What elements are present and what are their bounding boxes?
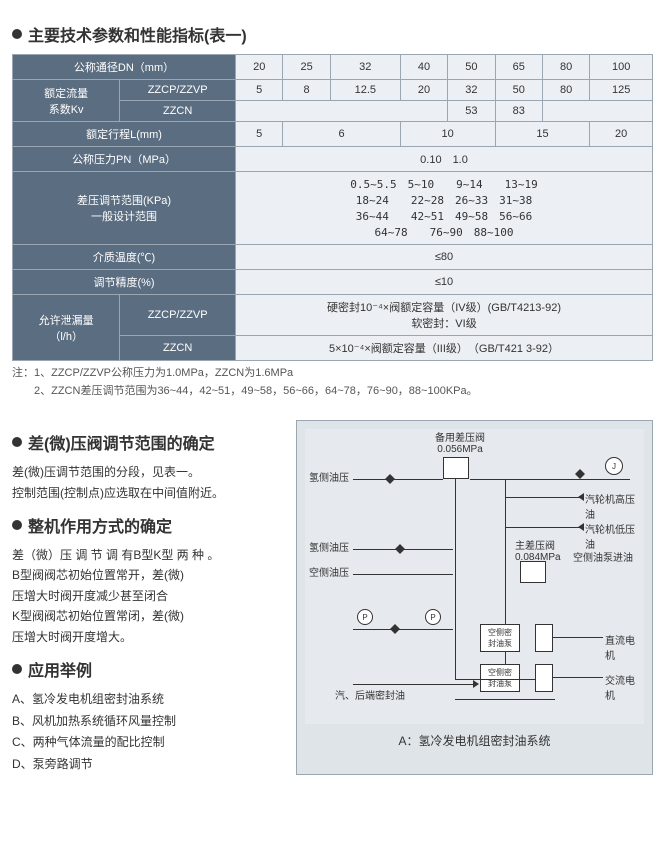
ac-motor-label: 交流电机: [605, 672, 644, 702]
dn-80: 80: [542, 55, 589, 80]
kv-zzcp-label: ZZCP/ZZVP: [120, 80, 236, 101]
stroke-5: 5: [236, 122, 283, 147]
diffp-label: 差压调节范围(KPa) 一般设计范围: [13, 172, 236, 245]
leak-r2-value: 5×10⁻⁴×阀额定容量（III级） （GB/T421 3-92）: [236, 336, 653, 361]
note-2: 2、ZZCN差压调节范围为36~44，42~51，49~58，56~66，64~…: [12, 383, 653, 401]
backup-dp-label: 备用差压阀 0.056MPa: [435, 429, 485, 455]
stroke-label: 额定行程L(mm): [13, 122, 236, 147]
hp-turbine-label: 汽轮机高压油: [585, 491, 644, 521]
diagram-panel: 备用差压阀 0.056MPa 氢侧油压 J 汽轮机高压油 汽轮机低压油 氢侧油压: [296, 420, 653, 775]
kv1-6: 80: [542, 80, 589, 101]
spec-table: 公称通径DN（mm） 20 25 32 40 50 65 80 100 额定流量…: [12, 54, 653, 361]
sec4-d: D、泵旁路调节: [12, 754, 282, 776]
leak-group-label: 允许泄漏量 （l/h）: [13, 295, 120, 361]
temp-label: 介质温度(℃): [13, 245, 236, 270]
sec4-b: B、风机加热系统循环风量控制: [12, 711, 282, 733]
seal-pump-2: 空侧密 封油泵: [480, 664, 520, 692]
diffp-value: 0.5~5.5 5~10 9~14 13~19 18~24 22~28 26~3…: [236, 172, 653, 245]
dn-50: 50: [448, 55, 495, 80]
dn-65: 65: [495, 55, 542, 80]
valve-icon: [575, 469, 585, 479]
bottom-seal-oil-label: 汽、后端密封油: [335, 687, 405, 702]
sec4-title: 应用举例: [12, 657, 282, 681]
kv2-blank: [236, 101, 448, 122]
stroke-6: 6: [283, 122, 400, 147]
air-side-label: 空侧油压: [309, 564, 349, 579]
valve-icon: [385, 474, 395, 484]
pn-value: 0.10 1.0: [236, 147, 653, 172]
main-dp-label: 主差压阀 0.084MPa: [515, 537, 561, 563]
dn-label: 公称通径DN（mm）: [13, 55, 236, 80]
dn-100: 100: [590, 55, 653, 80]
diagram-caption: A：氢冷发电机组密封油系统: [305, 732, 644, 749]
schematic-diagram: 备用差压阀 0.056MPa 氢侧油压 J 汽轮机高压油 汽轮机低压油 氢侧油压: [305, 429, 644, 724]
h2-side-label: 氢侧油压: [309, 469, 349, 484]
j-gauge-icon: J: [605, 457, 623, 475]
kv-group-label: 额定流量 系数Kv: [13, 80, 120, 122]
kv1-1: 8: [283, 80, 330, 101]
note-1: 注：1、ZZCP/ZZVP公称压力为1.0MPa，ZZCN为1.6MPa: [12, 365, 653, 383]
dn-40: 40: [400, 55, 447, 80]
sec4-a: A、氢冷发电机组密封油系统: [12, 689, 282, 711]
stroke-10: 10: [400, 122, 495, 147]
left-column: 差(微)压阀调节范围的确定 差(微)压调节范围的分段，见表一。 控制范围(控制点…: [12, 420, 282, 775]
leak-r1-value: 硬密封10⁻⁴×阀额定容量（IV级）(GB/T4213-92) 软密封：VI级: [236, 295, 653, 336]
kv1-2: 12.5: [330, 80, 400, 101]
valve-icon: [395, 544, 405, 554]
pn-label: 公称压力PN（MPa）: [13, 147, 236, 172]
sec4-c: C、两种气体流量的配比控制: [12, 732, 282, 754]
sec3-body: 差（微）压 调 节 调 有B型K型 两 种 。 B型阀阀芯初始位置常开，差(微)…: [12, 545, 282, 647]
dc-motor-label: 直流电机: [605, 632, 644, 662]
stroke-15: 15: [495, 122, 590, 147]
kv1-4: 32: [448, 80, 495, 101]
pump-icon: [535, 664, 553, 692]
sec2-title: 差(微)压阀调节范围的确定: [12, 430, 282, 454]
main-dp-valve-icon: [520, 561, 546, 583]
seal-pump-1: 空侧密 封油泵: [480, 624, 520, 652]
lp-turbine-label: 汽轮机低压油: [585, 521, 644, 551]
stroke-20: 20: [590, 122, 653, 147]
kv2-53: 53: [448, 101, 495, 122]
dn-20: 20: [236, 55, 283, 80]
p-gauge-icon: P: [425, 609, 441, 625]
temp-value: ≤80: [236, 245, 653, 270]
kv1-3: 20: [400, 80, 447, 101]
pump-icon: [535, 624, 553, 652]
backup-dp-valve-icon: [443, 457, 469, 479]
sec3-title: 整机作用方式的确定: [12, 513, 282, 537]
kv1-7: 125: [590, 80, 653, 101]
leak-r1-label: ZZCP/ZZVP: [120, 295, 236, 336]
pump-in-label: 空侧油泵进油: [573, 549, 633, 564]
dn-32: 32: [330, 55, 400, 80]
p-gauge-icon: P: [357, 609, 373, 625]
kv1-0: 5: [236, 80, 283, 101]
acc-value: ≤10: [236, 270, 653, 295]
kv1-5: 50: [495, 80, 542, 101]
kv2-83: 83: [495, 101, 542, 122]
acc-label: 调节精度(%): [13, 270, 236, 295]
dn-25: 25: [283, 55, 330, 80]
kv-zzcn-label: ZZCN: [120, 101, 236, 122]
table-title: 主要技术参数和性能指标(表一): [12, 22, 653, 46]
leak-r2-label: ZZCN: [120, 336, 236, 361]
notes-block: 注：1、ZZCP/ZZVP公称压力为1.0MPa，ZZCN为1.6MPa 2、Z…: [12, 365, 653, 400]
valve-icon: [390, 624, 400, 634]
h2-side-label-2: 氢侧油压: [309, 539, 349, 554]
kv2-blank2: [542, 101, 652, 122]
sec2-body: 差(微)压调节范围的分段，见表一。 控制范围(控制点)应选取在中间值附近。: [12, 462, 282, 503]
